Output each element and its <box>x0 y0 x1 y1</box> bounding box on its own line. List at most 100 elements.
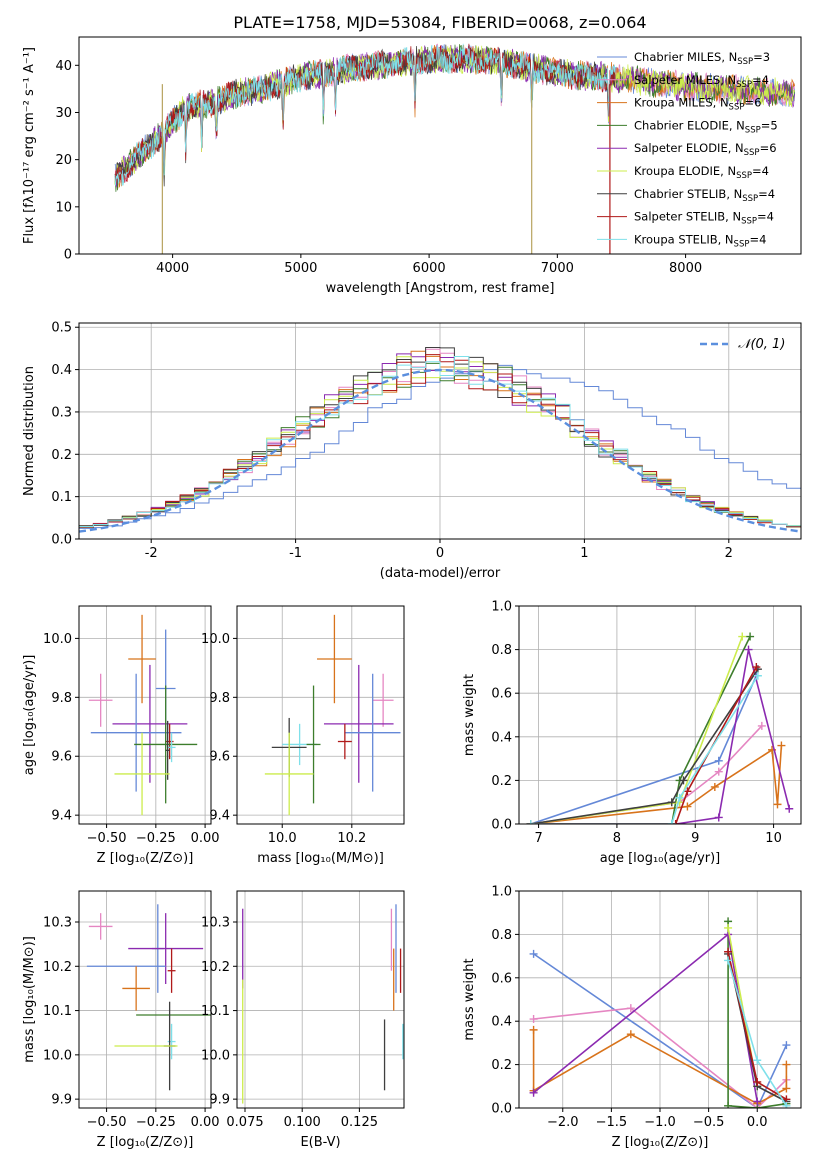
histogram-step <box>79 364 801 539</box>
x-axis-label: Z [log₁₀(Z/Z⊙)] <box>97 1135 194 1150</box>
weight-point-marker <box>626 1030 635 1039</box>
y-axis-label: Normed distribution <box>22 366 37 496</box>
y-tick-label: 0.2 <box>491 1058 512 1073</box>
y-tick-label: 0.5 <box>51 321 72 336</box>
legend-label: Salpeter ELODIE, NSSP=6 <box>634 141 777 158</box>
error-bar-point <box>165 723 174 760</box>
age-vs-Z-marks <box>88 614 198 816</box>
y-axis-label: age [log₁₀(age/yr)] <box>22 655 37 776</box>
weight-point-marker <box>714 756 723 765</box>
legend-label: Kroupa ELODIE, NSSP=4 <box>634 164 769 181</box>
weight-series-line <box>530 675 759 824</box>
legend-label: Salpeter STELIB, NSSP=4 <box>634 210 774 227</box>
y-tick-label: 10.3 <box>201 916 230 931</box>
error-bar-point <box>88 673 113 727</box>
x-tick-label: -2 <box>145 546 158 561</box>
weight-point-marker <box>526 820 535 824</box>
weight-point-marker <box>782 1084 791 1093</box>
y-tick-label: 9.9 <box>209 1093 230 1108</box>
x-tick-label: −0.50 <box>87 1115 127 1130</box>
x-tick-label: 1 <box>580 546 588 561</box>
spectrum-marks <box>114 43 795 254</box>
error-bar-point <box>114 732 170 816</box>
mass-vs-ebv-frame <box>236 890 405 1109</box>
weight-point-marker <box>714 813 723 822</box>
x-tick-label: −2.0 <box>547 1115 579 1130</box>
weight-point-marker <box>667 820 676 824</box>
y-axis-label: Flux [fλ10⁻¹⁷ erg cm⁻² s⁻¹ A⁻¹] <box>22 47 37 244</box>
error-bar-point <box>167 948 176 993</box>
legend-label: Chabrier ELODIE, NSSP=5 <box>634 118 778 135</box>
error-bar-point <box>372 673 394 727</box>
error-bar-point <box>128 913 204 984</box>
weight-point-marker <box>753 671 762 680</box>
x-tick-label: 0.0 <box>747 1115 768 1130</box>
age-vs-mass-frame <box>236 605 405 825</box>
weight-point-marker <box>529 1025 538 1034</box>
weight-point-marker <box>724 1101 733 1108</box>
y-tick-label: 9.6 <box>51 750 72 765</box>
residual-histogram-panel: -2 -1 0 1 2 0.0 0.1 0.2 0.3 0.4 0.5 (data-model)/er… <box>22 321 802 581</box>
error-bar-point <box>337 723 352 760</box>
legend-label: 𝒩(0, 1) <box>738 337 785 352</box>
x-tick-label: −0.50 <box>87 831 127 846</box>
y-tick-label: 10 <box>55 200 72 215</box>
y-tick-label: 10.0 <box>201 632 230 647</box>
weight-point-marker <box>529 1015 538 1024</box>
weight-point-marker <box>714 767 723 776</box>
weight-point-marker <box>667 798 676 807</box>
y-tick-label: 20 <box>55 153 72 168</box>
spectrum-legend: Chabrier MILES, NSSP=3 Salpeter MILES, NS… <box>597 50 778 249</box>
y-tick-label: 0.1 <box>51 490 72 505</box>
weight-point-marker <box>782 1101 791 1108</box>
y-tick-label: 9.8 <box>209 691 230 706</box>
weight-point-marker <box>724 947 733 956</box>
weight-series-line <box>530 668 759 824</box>
y-tick-label: 9.6 <box>209 750 230 765</box>
weight-point-marker <box>529 949 538 958</box>
y-tick-label: 10.1 <box>201 1004 230 1019</box>
x-axis-label: mass [log₁₀(M/M⊙)] <box>257 851 384 866</box>
y-tick-label: 10.3 <box>43 916 72 931</box>
y-tick-label: 0.8 <box>491 928 512 943</box>
x-tick-label: 10 <box>765 831 782 846</box>
x-tick-label: 0.00 <box>191 831 220 846</box>
figure-title: PLATE=1758, MJD=53084, FIBERID=0068, z=0… <box>233 13 646 32</box>
error-bar-point <box>112 664 188 783</box>
weight-point-marker <box>679 776 688 785</box>
y-tick-label: 10.0 <box>43 632 72 647</box>
histogram-step <box>79 356 801 539</box>
y-tick-label: 10.1 <box>43 1004 72 1019</box>
legend-label: Kroupa STELIB, NSSP=4 <box>634 232 766 249</box>
mass-vs-Z-panel: −0.50 −0.25 0.00 9.9 10.0 10.1 10.2 10.3 Z [log₁… <box>22 890 220 1150</box>
weight-point-marker <box>744 645 753 654</box>
weight-series-line <box>530 745 783 824</box>
error-bar-point <box>344 673 401 792</box>
x-tick-label: −0.25 <box>136 831 176 846</box>
x-axis-label: E(B-V) <box>300 1135 340 1150</box>
y-tick-label: 10.2 <box>201 960 230 975</box>
weight-point-marker <box>671 820 680 824</box>
error-bar-point <box>306 685 321 804</box>
y-tick-label: 0.2 <box>51 448 72 463</box>
x-tick-label: 0.00 <box>191 1115 220 1130</box>
y-axis-label: mass [log₁₀(M/M⊙)] <box>22 936 37 1063</box>
mass-weight-vs-age-panel: 7 8 9 10 0.0 0.2 0.4 0.6 0.8 1.0 age [log₁₀(age/yr… <box>462 600 802 866</box>
y-tick-label: 0.0 <box>491 818 512 833</box>
weight-point-marker <box>782 1041 791 1050</box>
legend-label: Chabrier MILES, NSSP=3 <box>634 50 770 67</box>
error-bar-point <box>264 732 314 816</box>
x-tick-label: 10.0 <box>268 831 297 846</box>
legend-label: Salpeter MILES, NSSP=4 <box>634 73 769 90</box>
y-tick-label: 0.0 <box>491 1102 512 1117</box>
weight-point-marker <box>738 632 747 641</box>
y-tick-label: 9.4 <box>51 809 72 824</box>
mass-weight-vs-Z-panel: −2.0 −1.5 −1.0 −0.5 0.0 0.0 0.2 0.4 0.6 0.8 1.0 Z [… <box>462 885 802 1150</box>
mass-vs-ebv-panel: 0.075 0.100 0.125 9.9 10.0 10.1 10.2 10.3 E(B-V) <box>201 890 405 1150</box>
x-tick-label: 7 <box>534 831 542 846</box>
x-tick-label: −1.5 <box>596 1115 628 1130</box>
error-bar-point <box>323 664 394 783</box>
mass-weight-vs-age-marks <box>526 632 794 824</box>
y-tick-label: 9.9 <box>51 1093 72 1108</box>
y-tick-label: 0 <box>64 248 72 263</box>
